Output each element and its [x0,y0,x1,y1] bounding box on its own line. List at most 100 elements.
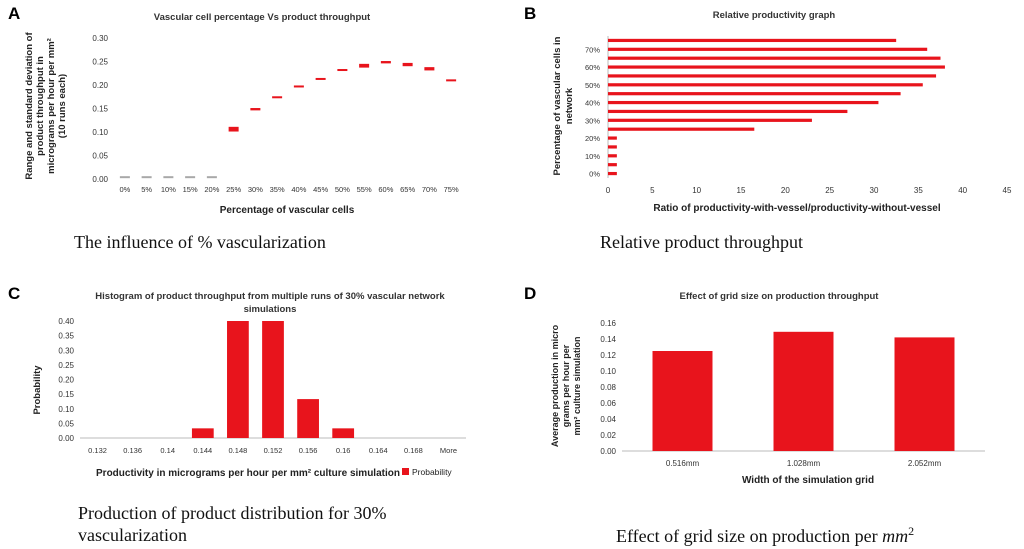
chart-b-ylabel-line: network [564,87,575,124]
chart-c-xtick: 0.148 [229,446,248,455]
chart-d-ytick: 0.02 [600,431,616,440]
chart-c: Histogram of product throughput from mul… [32,291,466,479]
chart-b-xtick: 10 [692,186,701,195]
chart-a-xtick: 50% [335,185,350,194]
chart-c-bar [227,321,249,438]
chart-b: Relative productivity graph Percentage o… [552,10,1012,214]
chart-b-xtick: 25 [825,186,834,195]
chart-b-bar [608,163,617,167]
chart-a-range-mark [402,62,413,67]
chart-c-bar [332,428,355,438]
chart-a-xtick: 20% [204,185,219,194]
chart-c-ytick: 0.25 [58,361,74,370]
chart-d-ytick: 0.00 [600,447,616,456]
caption-c-line1: Production of product distribution for 3… [78,503,387,523]
chart-a-range-mark [119,176,130,179]
chart-a-range-mark [380,61,391,64]
chart-d-title: Effect of grid size on production throug… [680,291,880,302]
chart-b-ytick: 60% [585,63,600,72]
caption-d: Effect of grid size on production per mm… [616,520,914,547]
chart-b-ytick: 50% [585,81,600,90]
chart-d-ylabel: Average production in micro grams per hou… [550,324,582,447]
chart-d-xtick: 0.516mm [666,459,700,468]
chart-c-ytick: 0.10 [58,405,74,414]
chart-b-xtick: 45 [1003,186,1012,195]
chart-a-range-mark [250,108,261,111]
chart-c-ylabel: Probability [32,365,43,415]
chart-c-legend-label: Probability [412,467,452,477]
chart-b-bar [608,109,848,114]
caption-b: Relative product throughput [600,232,803,252]
panel-letter-a: A [8,4,21,23]
chart-a-xtick: 0% [119,185,130,194]
chart-a-ytick: 0.20 [92,81,108,90]
chart-b-xtick: 0 [606,186,611,195]
chart-c-xtick: 0.136 [123,446,142,455]
chart-c-xtick: 0.14 [160,446,175,455]
chart-c-ytick: 0.20 [58,376,74,385]
chart-d-xtick: 2.052mm [908,459,942,468]
chart-c-bar [297,399,319,438]
chart-c-ytick: 0.15 [58,390,74,399]
chart-a-ylabel-line: Range and standard deviation of [24,32,35,180]
chart-d-ytick: 0.14 [600,335,616,344]
chart-d-ytick: 0.16 [600,319,616,328]
chart-a-xtick: 45% [313,185,328,194]
chart-a-ylabel: Range and standard deviation of product t… [24,32,68,180]
chart-d-ytick: 0.10 [600,367,616,376]
chart-a-range-mark [424,67,435,71]
chart-a-range-mark [293,85,304,88]
chart-d-xtick: 1.028mm [787,459,821,468]
chart-b-bar [608,127,755,131]
chart-a-xtick: 40% [291,185,306,194]
chart-a-xtick: 75% [444,185,459,194]
chart-b-bar [608,56,941,60]
caption-d-text: Effect of grid size on production per [616,526,883,546]
chart-d-ylabel-line: Average production in micro [550,324,560,447]
chart-b-bar [608,38,897,43]
chart-b-bar [608,145,617,149]
chart-a-ytick: 0.25 [92,58,108,67]
chart-a-title: Vascular cell percentage Vs product thro… [154,12,371,23]
chart-c-ytick: 0.40 [58,317,74,326]
chart-d-ylabel-line: mm² culture simulation [572,336,582,435]
chart-a: Vascular cell percentage Vs product thro… [24,12,459,216]
chart-a-range-mark [141,176,152,179]
caption-a: The influence of % vascularization [74,232,326,252]
chart-b-xtick: 30 [870,186,879,195]
chart-c-title-line1: Histogram of product throughput from mul… [95,291,445,302]
chart-d-bar [894,337,955,451]
chart-d-ytick: 0.06 [600,399,616,408]
chart-b-bar [608,47,928,51]
chart-b-bar [608,83,923,87]
chart-d-bar [773,331,834,451]
chart-d-bar [652,351,713,451]
chart-d-ytick: 0.04 [600,415,616,424]
chart-d: Effect of grid size on production throug… [550,291,985,486]
chart-b-xtick: 40 [958,186,967,195]
panel-letter-b: B [524,4,537,23]
chart-c-xtick: More [440,446,457,455]
chart-a-ylabel-line: micrograms per hour per mm² [46,38,57,174]
chart-a-xtick: 25% [226,185,241,194]
chart-c-ytick: 0.30 [58,346,74,355]
panel-letter-d: D [524,284,537,303]
chart-a-xtick: 5% [141,185,152,194]
chart-a-xtick: 10% [161,185,176,194]
chart-a-ytick: 0.05 [92,152,108,161]
chart-a-ytick: 0.30 [92,34,108,43]
chart-c-xtick: 0.16 [336,446,351,455]
chart-b-xtick: 15 [737,186,746,195]
chart-c-xtick: 0.152 [264,446,283,455]
chart-b-bar [608,74,937,78]
chart-b-xtick: 5 [650,186,655,195]
chart-b-ytick: 40% [585,99,600,108]
chart-a-ytick: 0.15 [92,105,108,114]
chart-b-bar [608,100,879,105]
chart-c-ytick: 0.05 [58,419,74,428]
chart-a-range-mark [337,69,348,72]
caption-c-line2: vascularization [78,525,187,545]
caption-d-sup: 2 [908,524,915,538]
chart-a-xtick: 60% [378,185,393,194]
chart-c-xtick: 0.132 [88,446,107,455]
